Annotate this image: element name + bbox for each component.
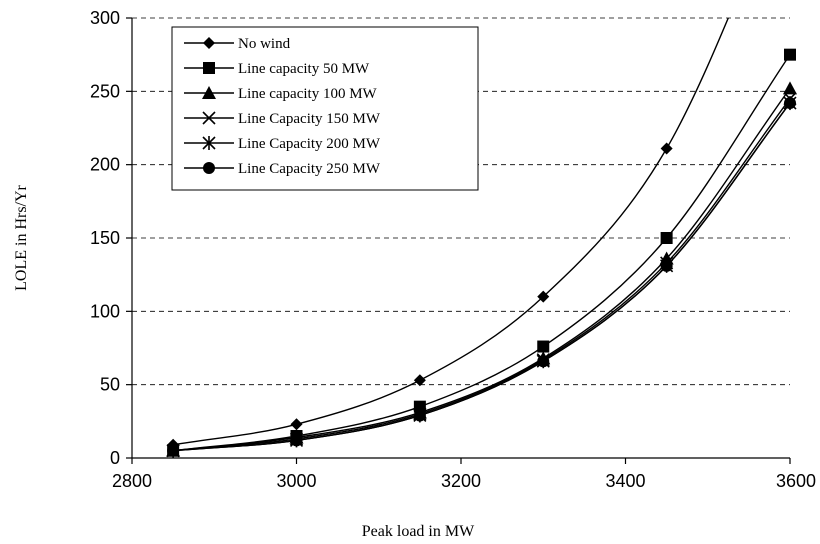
axes bbox=[126, 17, 791, 464]
legend-marker-diamond bbox=[203, 37, 215, 49]
legend-box bbox=[171, 26, 479, 191]
legend-label: Line Capacity 250 MW bbox=[238, 161, 381, 177]
series-line-4 bbox=[173, 98, 790, 452]
y-tick-label: 50 bbox=[100, 375, 120, 395]
y-tick-label: 250 bbox=[90, 81, 120, 101]
legend-item: Line capacity 100 MW bbox=[184, 86, 378, 102]
legend-marker-x bbox=[202, 111, 216, 125]
legend-label: No wind bbox=[238, 36, 291, 52]
x-tick-label: 2800 bbox=[112, 471, 152, 491]
series-line-6 bbox=[173, 102, 790, 452]
legend-label: Line Capacity 150 MW bbox=[238, 111, 381, 127]
data-point-diamond bbox=[660, 142, 673, 155]
legend: No wind Line capacity 50 MW Line capacity … bbox=[171, 26, 479, 191]
legend-marker-square bbox=[203, 62, 215, 74]
data-point-circle bbox=[413, 409, 426, 422]
series-markers bbox=[166, 48, 797, 458]
legend-item: No wind bbox=[184, 36, 291, 52]
data-point-circle bbox=[784, 97, 796, 110]
y-tick-label: 300 bbox=[90, 8, 120, 28]
x-axis-title: Peak load in MW bbox=[362, 523, 475, 540]
legend-label: Line capacity 100 MW bbox=[238, 86, 378, 102]
legend-label: Line capacity 50 MW bbox=[238, 61, 370, 77]
data-point-square bbox=[660, 232, 673, 244]
x-tick-label: 3400 bbox=[605, 471, 645, 491]
y-tick-label: 150 bbox=[90, 228, 120, 248]
legend-item: Line Capacity 250 MW bbox=[184, 161, 381, 177]
x-tick-label: 3200 bbox=[441, 471, 481, 491]
data-point-circle bbox=[537, 355, 550, 368]
legend-marker-asterisk bbox=[202, 136, 216, 150]
data-point-circle bbox=[290, 434, 303, 447]
data-point-circle bbox=[167, 444, 180, 457]
y-tick-label: 100 bbox=[90, 301, 120, 321]
series-line-3 bbox=[173, 87, 790, 452]
data-point-triangle bbox=[783, 81, 797, 95]
legend-item: Line Capacity 150 MW bbox=[184, 111, 381, 127]
y-axis-title: LOLE in Hrs/Yr bbox=[13, 184, 30, 290]
y-axis-tick-labels: 0 50 100 150 200 250 300 bbox=[90, 8, 120, 468]
data-point-circle bbox=[660, 259, 673, 272]
x-axis-tick-labels: 2800 3000 3200 3400 3600 bbox=[112, 471, 816, 491]
data-point-diamond bbox=[413, 374, 426, 387]
x-tick-label: 3000 bbox=[276, 471, 316, 491]
series-line-2 bbox=[173, 54, 790, 452]
legend-item: Line capacity 50 MW bbox=[184, 61, 370, 77]
y-tick-label: 200 bbox=[90, 155, 120, 175]
legend-marker-triangle bbox=[202, 86, 216, 99]
data-point-diamond bbox=[537, 290, 550, 303]
data-point-square bbox=[784, 48, 796, 61]
x-tick-label: 3600 bbox=[776, 471, 816, 491]
data-point-square bbox=[537, 340, 550, 353]
legend-item: Line Capacity 200 MW bbox=[184, 136, 381, 152]
data-point-diamond bbox=[290, 418, 303, 431]
y-tick-label: 0 bbox=[110, 448, 120, 468]
legend-marker-circle bbox=[203, 162, 215, 174]
legend-label: Line Capacity 200 MW bbox=[238, 136, 381, 152]
